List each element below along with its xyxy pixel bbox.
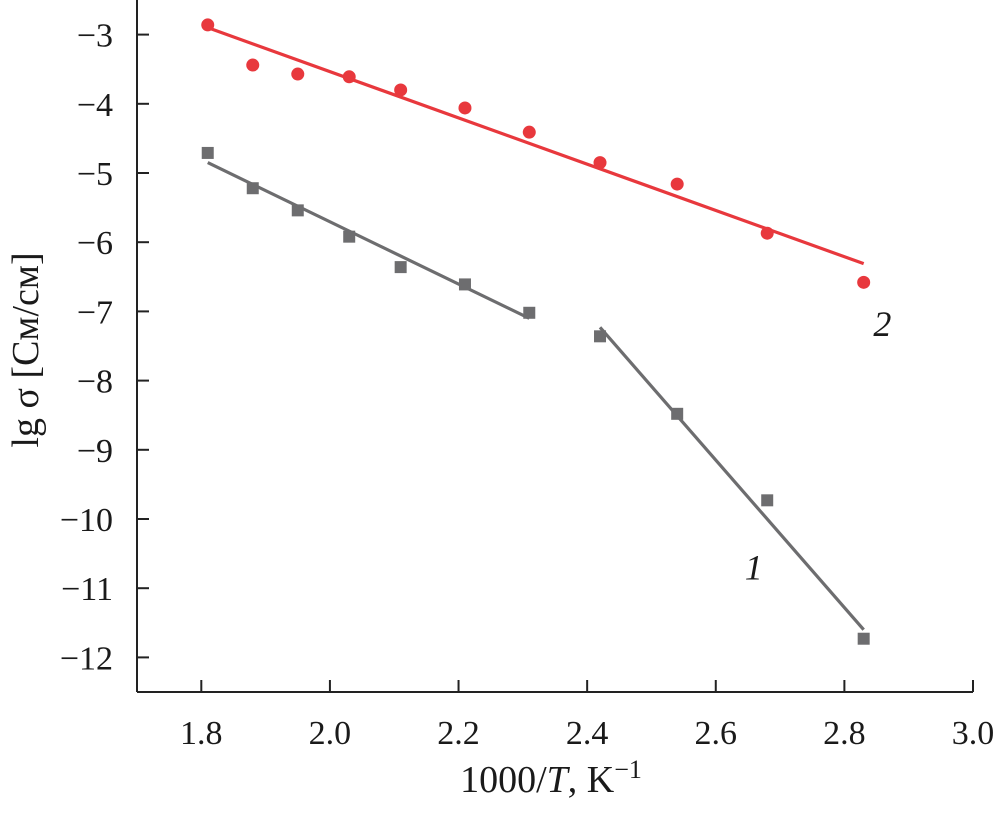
y-axis-title: lg σ [См/см] [5, 252, 47, 447]
series-1-point [343, 230, 356, 243]
y-tick-label: −12 [60, 640, 113, 677]
y-tick-label: −7 [77, 294, 113, 331]
series-2-point [291, 67, 305, 81]
series-2-point [670, 177, 684, 191]
x-axis-title-exponent: −1 [614, 755, 642, 784]
series-1-fit-line [207, 161, 530, 320]
x-tick-label: 3.0 [952, 715, 995, 752]
y-tick-label: −9 [77, 433, 113, 470]
series-2-point [593, 156, 607, 170]
series-1-point [394, 261, 407, 274]
x-tick-label: 1.8 [180, 715, 223, 752]
series-1-point [857, 632, 870, 645]
series-2-point [857, 275, 871, 289]
series-2-label: 2 [873, 304, 891, 344]
fit-lines [207, 26, 865, 631]
series-2-point [760, 226, 774, 240]
series-2-point [342, 70, 356, 84]
series-1-point [761, 494, 774, 507]
x-axis-title-variable: T [547, 759, 571, 801]
series-2-point [522, 125, 536, 139]
series-1-point [458, 278, 471, 291]
y-tick-label: −8 [77, 364, 113, 401]
series-2-point [246, 58, 260, 72]
x-tick-label: 2.8 [823, 715, 866, 752]
series-2-point [201, 18, 215, 32]
series-1-point [671, 407, 684, 420]
data-points [201, 18, 871, 645]
x-axis-title-prefix: 1000/ [460, 759, 547, 801]
series-1-point [291, 204, 304, 217]
x-axis-title-unit: , K [568, 759, 615, 801]
series-1-label: 1 [745, 547, 763, 587]
series-1-point [594, 330, 607, 343]
x-axis-title: 1000/T, K−1 [460, 755, 642, 801]
x-tick-label: 2.4 [566, 715, 609, 752]
series-2-fit-line [207, 26, 865, 266]
series-1-fit-line [598, 326, 865, 631]
x-tick-label: 2.0 [309, 715, 352, 752]
series-1-point [201, 146, 214, 159]
y-tick-label: −11 [61, 571, 113, 608]
y-tick-label: −6 [77, 225, 113, 262]
series-1-point [523, 306, 536, 319]
y-tick-label: −10 [60, 502, 113, 539]
series-2-point [458, 101, 472, 115]
axes: 1.8 2.0 2.2 2.4 2.6 2.8 3.0 −3 −4 −5 −6 −7 −8 −9 −10 −1… [60, 0, 994, 752]
x-tick-label: 2.6 [695, 715, 738, 752]
series-2-point [394, 83, 408, 97]
y-tick-label: −3 [77, 18, 113, 55]
y-tick-label: −5 [77, 156, 113, 193]
series-labels: 12 [745, 304, 892, 588]
y-tick-label: −4 [77, 87, 113, 124]
x-tick-label: 2.2 [437, 715, 480, 752]
series-1-point [246, 182, 259, 195]
